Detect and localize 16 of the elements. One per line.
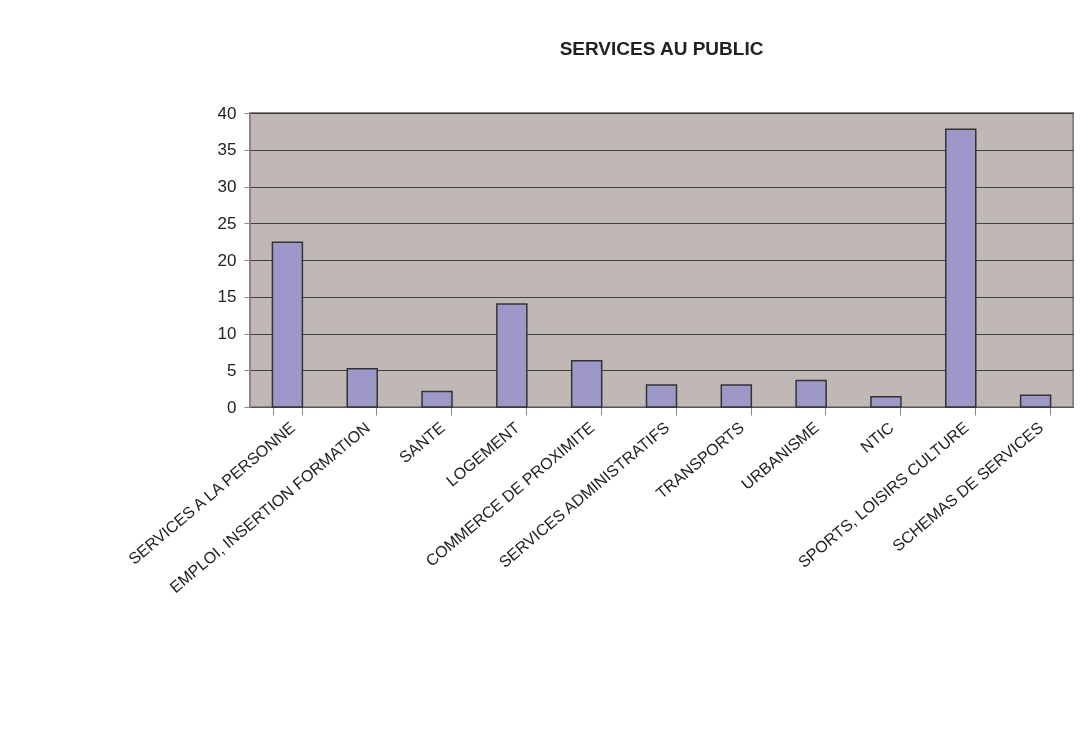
y-tick-label: 10 <box>217 324 237 343</box>
y-tick-label: 0 <box>227 397 237 417</box>
bar <box>870 395 902 408</box>
y-tick-label: 20 <box>217 250 237 270</box>
bar <box>795 379 827 408</box>
y-tick-label: 40 <box>217 103 237 123</box>
bar <box>645 384 678 408</box>
bar <box>720 384 753 408</box>
y-tick-label: 15 <box>217 287 237 307</box>
y-tick-label: 5 <box>227 360 237 380</box>
bar <box>421 390 453 408</box>
bar <box>1019 394 1052 408</box>
y-tick-label: 25 <box>217 213 237 233</box>
chart-title: SERVICES AU PUBLIC <box>559 38 764 59</box>
y-tick-label: 35 <box>217 140 237 160</box>
y-tick-label: 30 <box>217 177 237 196</box>
